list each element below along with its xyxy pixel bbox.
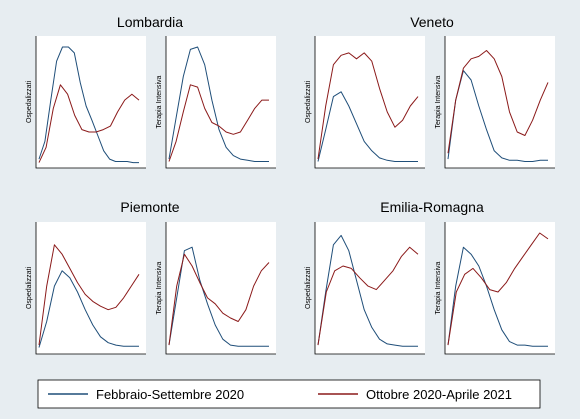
series-line-ottobre-2020-aprile-2021-piemonte-terapia-intensiva: [168, 253, 270, 346]
ylabel-veneto-terapia-intensiva: Terapia Intensiva: [435, 75, 442, 128]
legend-label-series2: Ottobre 2020-Aprile 2021: [366, 387, 512, 402]
legend: Febbraio-Settembre 2020 Ottobre 2020-Apr…: [37, 379, 541, 409]
axes-lombardia-ospedalizzati: [35, 36, 146, 169]
ylabel-piemonte-ospedalizzati: Ospedalizzati: [26, 267, 33, 309]
axes-lombardia-terapia-intensiva: [165, 36, 276, 169]
legend-label-series1: Febbraio-Settembre 2020: [96, 387, 244, 402]
series-line-febbraio-settembre-2020-lombardia-ospedalizzati: [38, 46, 139, 164]
series-line-febbraio-settembre-2020-veneto-ospedalizzati: [317, 91, 418, 162]
region-title-lombardia: Lombardia: [117, 14, 183, 30]
axes-piemonte-ospedalizzati: [35, 222, 146, 355]
ylabel-emilia-romagna-ospedalizzati: Ospedalizzati: [305, 267, 312, 309]
series-line-ottobre-2020-aprile-2021-emilia-romagna-ospedalizzati: [317, 246, 419, 346]
series-line-febbraio-settembre-2020-piemonte-terapia-intensiva: [168, 246, 269, 347]
plot-area-veneto-ospedalizzati: [315, 36, 425, 168]
series-line-ottobre-2020-aprile-2021-piemonte-ospedalizzati: [38, 244, 140, 346]
ylabel-emilia-romagna-terapia-intensiva: Terapia Intensiva: [435, 261, 442, 314]
ylabel-lombardia-terapia-intensiva: Terapia Intensiva: [156, 75, 163, 128]
legend-box: [37, 379, 541, 409]
region-title-emilia-romagna: Emilia-Romagna: [380, 199, 484, 215]
ylabel-piemonte-terapia-intensiva: Terapia Intensiva: [156, 261, 163, 314]
series-line-ottobre-2020-aprile-2021-lombardia-ospedalizzati: [38, 84, 140, 163]
series-line-febbraio-settembre-2020-lombardia-terapia-intensiva: [168, 46, 269, 162]
series-line-febbraio-settembre-2020-veneto-terapia-intensiva: [447, 70, 548, 162]
axes-veneto-ospedalizzati: [314, 36, 425, 169]
region-title-piemonte: Piemonte: [120, 199, 179, 215]
series-line-ottobre-2020-aprile-2021-veneto-terapia-intensiva: [447, 50, 549, 154]
axes-veneto-terapia-intensiva: [444, 36, 555, 169]
series-line-ottobre-2020-aprile-2021-emilia-romagna-terapia-intensiva: [447, 232, 549, 346]
series-line-febbraio-settembre-2020-emilia-romagna-ospedalizzati: [317, 234, 418, 347]
plot-area-emilia-romagna-ospedalizzati: [315, 222, 425, 354]
ylabel-veneto-ospedalizzati: Ospedalizzati: [305, 81, 312, 123]
plot-area-lombardia-terapia-intensiva: [166, 36, 276, 168]
axes-emilia-romagna-ospedalizzati: [314, 222, 425, 355]
region-title-veneto: Veneto: [410, 14, 454, 30]
series-line-ottobre-2020-aprile-2021-lombardia-terapia-intensiva: [168, 84, 269, 162]
axes-piemonte-terapia-intensiva: [165, 222, 276, 355]
series-line-febbraio-settembre-2020-emilia-romagna-terapia-intensiva: [447, 246, 548, 347]
plot-area-emilia-romagna-terapia-intensiva: [445, 222, 555, 354]
series-line-febbraio-settembre-2020-piemonte-ospedalizzati: [38, 270, 139, 348]
ylabel-lombardia-ospedalizzati: Ospedalizzati: [26, 81, 33, 123]
plot-area-piemonte-terapia-intensiva: [166, 222, 276, 354]
panels-group: Ospedalizzati Terapia Intensiva Ospedalizz…: [26, 36, 555, 355]
plot-area-lombardia-ospedalizzati: [36, 36, 146, 168]
plot-area-veneto-terapia-intensiva: [445, 36, 555, 168]
axes-emilia-romagna-terapia-intensiva: [444, 222, 555, 355]
series-line-ottobre-2020-aprile-2021-veneto-ospedalizzati: [317, 52, 419, 160]
